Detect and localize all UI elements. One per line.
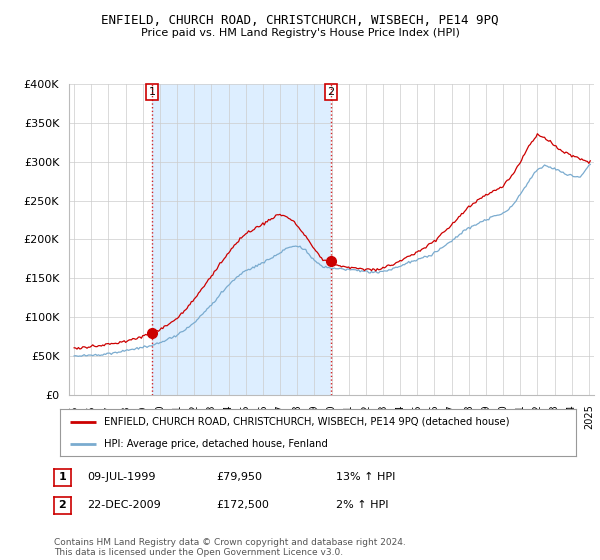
Text: 22-DEC-2009: 22-DEC-2009	[87, 500, 161, 510]
Text: 1: 1	[149, 87, 155, 97]
Text: 2% ↑ HPI: 2% ↑ HPI	[336, 500, 389, 510]
Text: £172,500: £172,500	[216, 500, 269, 510]
Text: HPI: Average price, detached house, Fenland: HPI: Average price, detached house, Fenl…	[104, 438, 328, 449]
Text: ENFIELD, CHURCH ROAD, CHRISTCHURCH, WISBECH, PE14 9PQ (detached house): ENFIELD, CHURCH ROAD, CHRISTCHURCH, WISB…	[104, 417, 509, 427]
Bar	[152, 84, 331, 395]
Text: £79,950: £79,950	[216, 472, 262, 482]
Text: ENFIELD, CHURCH ROAD, CHRISTCHURCH, WISBECH, PE14 9PQ: ENFIELD, CHURCH ROAD, CHRISTCHURCH, WISB…	[101, 14, 499, 27]
Text: 2: 2	[59, 500, 66, 510]
Text: 09-JUL-1999: 09-JUL-1999	[87, 472, 155, 482]
Text: Contains HM Land Registry data © Crown copyright and database right 2024.
This d: Contains HM Land Registry data © Crown c…	[54, 538, 406, 557]
Text: 1: 1	[59, 472, 66, 482]
Text: 13% ↑ HPI: 13% ↑ HPI	[336, 472, 395, 482]
Text: Price paid vs. HM Land Registry's House Price Index (HPI): Price paid vs. HM Land Registry's House …	[140, 28, 460, 38]
Text: 2: 2	[328, 87, 335, 97]
